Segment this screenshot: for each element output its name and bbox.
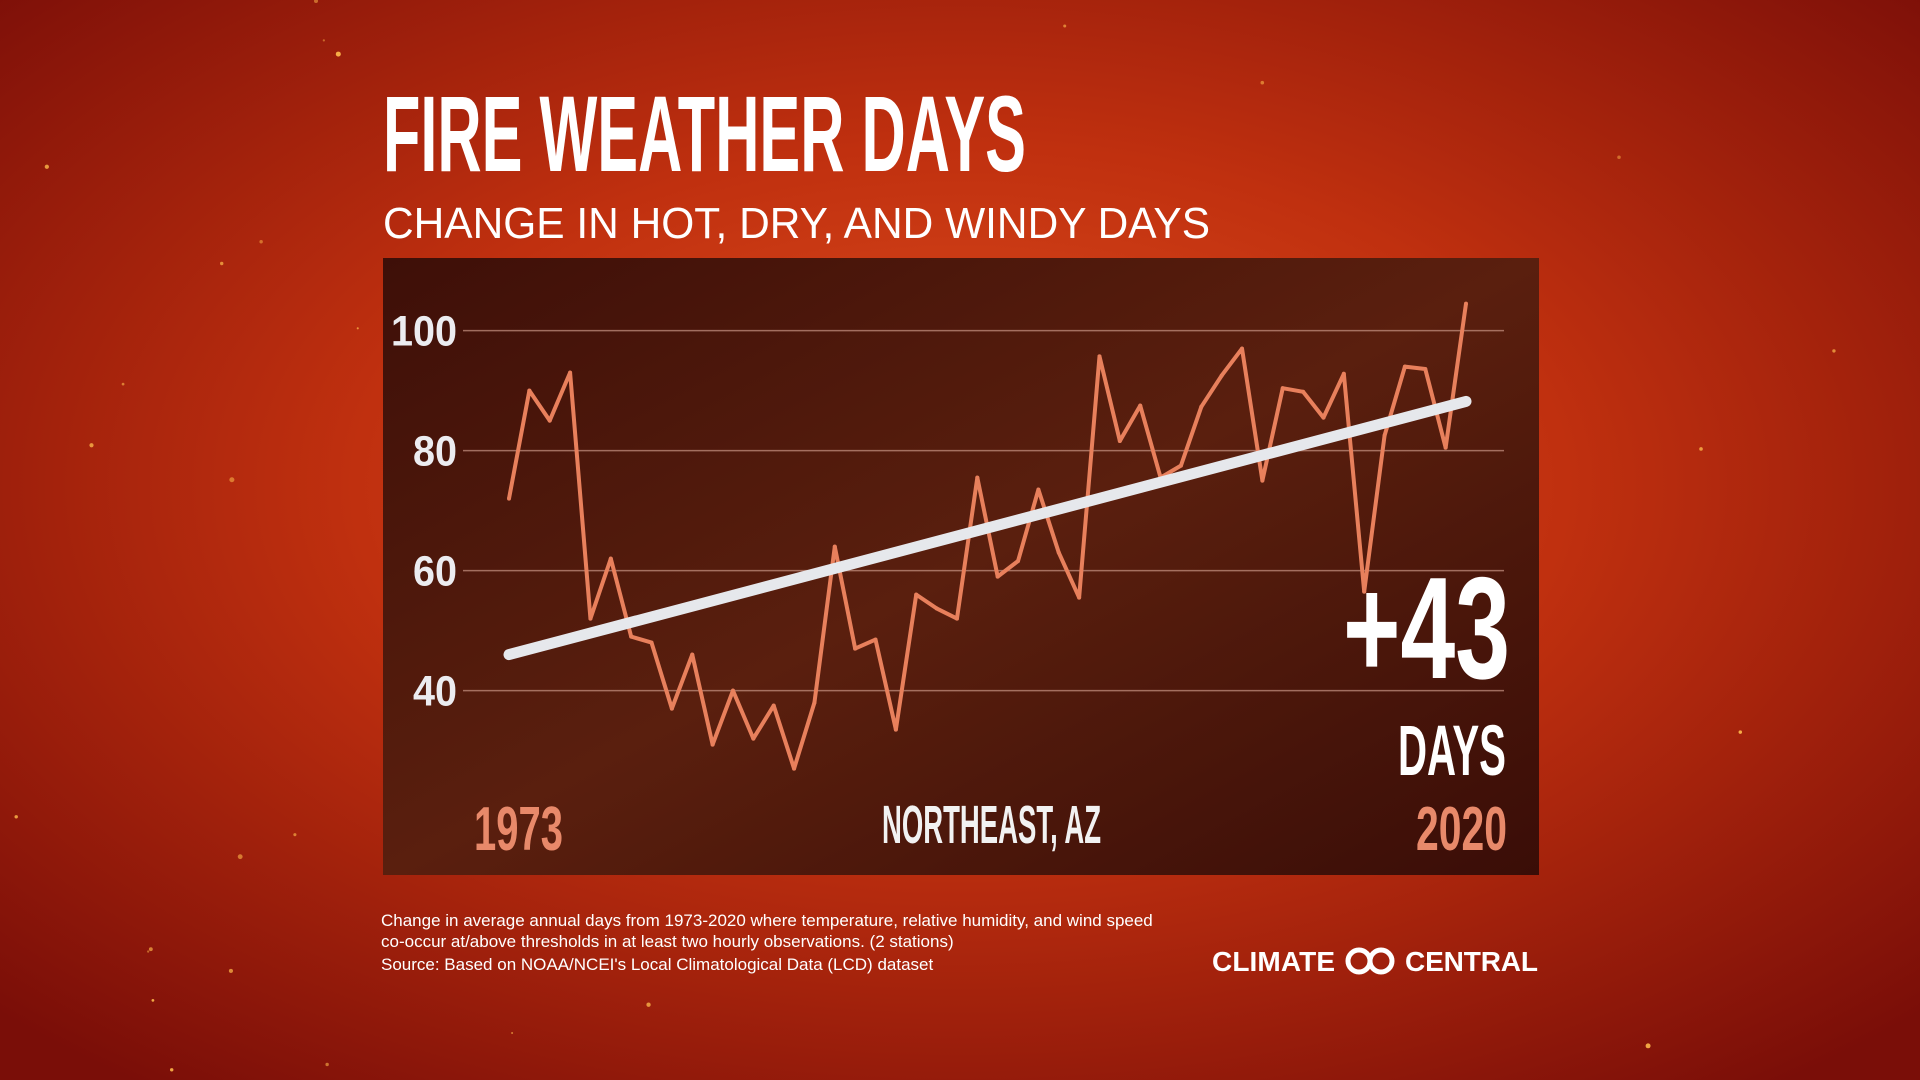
data-point-1996 bbox=[975, 475, 980, 480]
data-point-1978 bbox=[608, 556, 613, 561]
spark bbox=[228, 968, 233, 973]
spark bbox=[646, 1002, 651, 1007]
logo-text-right: CENTRAL bbox=[1405, 946, 1538, 977]
logo-text-left: CLIMATE bbox=[1212, 946, 1335, 977]
x-start-label: 1973 bbox=[474, 795, 563, 864]
data-point-1995 bbox=[954, 616, 959, 621]
y-axis-ticks: 100 80 60 40 bbox=[391, 308, 457, 716]
data-point-2016 bbox=[1382, 433, 1387, 438]
data-point-2013 bbox=[1321, 415, 1326, 420]
data-point-2020 bbox=[1464, 301, 1468, 306]
footnote-line2: co-occur at/above thresholds in at least… bbox=[381, 932, 954, 951]
callout-value: +43 bbox=[1343, 547, 1510, 709]
data-point-1984 bbox=[730, 688, 735, 693]
data-point-1988 bbox=[812, 700, 817, 705]
spark bbox=[1063, 24, 1067, 28]
data-point-1987 bbox=[792, 766, 797, 771]
sparks bbox=[14, 0, 1836, 1072]
data-point-1998 bbox=[1016, 559, 1021, 563]
y-tick-label: 80 bbox=[413, 428, 457, 476]
data-point-1997 bbox=[995, 574, 1000, 579]
spark bbox=[89, 443, 94, 448]
data-point-1986 bbox=[771, 703, 776, 708]
data-point-2004 bbox=[1138, 403, 1143, 408]
climate-central-logo: CLIMATE CENTRAL bbox=[1212, 946, 1538, 977]
data-point-1999 bbox=[1036, 487, 1041, 492]
spark bbox=[356, 327, 359, 330]
location-label: NORTHEAST, AZ bbox=[882, 795, 1101, 855]
spark bbox=[1699, 447, 1703, 451]
data-point-2019 bbox=[1443, 445, 1448, 450]
data-point-1993 bbox=[914, 592, 919, 597]
y-tick-label: 100 bbox=[391, 308, 457, 356]
data-point-2008 bbox=[1219, 373, 1224, 378]
gridlines bbox=[463, 329, 1504, 692]
trend-line bbox=[503, 395, 1472, 661]
data-point-2017 bbox=[1402, 364, 1407, 369]
spark bbox=[121, 382, 125, 386]
spark bbox=[14, 815, 18, 819]
chart-panel bbox=[383, 258, 1539, 875]
data-point-2014 bbox=[1341, 371, 1346, 376]
data-point-1985 bbox=[751, 736, 756, 741]
data-point-2009 bbox=[1240, 346, 1245, 351]
data-point-1977 bbox=[588, 616, 593, 621]
infinity-rings-icon bbox=[1345, 947, 1395, 975]
spark bbox=[322, 39, 325, 42]
data-point-2011 bbox=[1280, 386, 1285, 391]
page-title: FIRE WEATHER DAYS bbox=[383, 73, 1026, 194]
spark bbox=[169, 1068, 174, 1072]
data-point-2018 bbox=[1423, 367, 1428, 371]
spark bbox=[237, 854, 243, 860]
spark bbox=[1738, 730, 1743, 734]
y-tick-label: 40 bbox=[413, 668, 457, 716]
spark bbox=[511, 1031, 514, 1034]
data-point-2012 bbox=[1301, 389, 1306, 394]
data-point-1975 bbox=[547, 418, 552, 423]
data-point-2002 bbox=[1097, 354, 1102, 359]
spark bbox=[151, 998, 155, 1002]
data-point-1992 bbox=[893, 727, 898, 732]
y-tick-label: 60 bbox=[413, 548, 457, 596]
spark bbox=[229, 477, 235, 483]
data-point-1991 bbox=[873, 637, 878, 642]
source-note: Source: Based on NOAA/NCEI's Local Clima… bbox=[381, 955, 933, 974]
spark bbox=[259, 240, 263, 244]
data-point-1981 bbox=[669, 706, 674, 711]
data-point-2000 bbox=[1056, 550, 1061, 555]
spark bbox=[314, 0, 318, 3]
data-point-1983 bbox=[710, 742, 715, 747]
spark bbox=[335, 51, 341, 57]
spark bbox=[44, 164, 49, 169]
data-point-1973 bbox=[507, 496, 511, 501]
data-point-1990 bbox=[853, 646, 858, 651]
subtitle: CHANGE IN HOT, DRY, AND WINDY DAYS bbox=[383, 199, 1210, 248]
data-point-1974 bbox=[527, 388, 532, 393]
data-point-1979 bbox=[629, 634, 634, 639]
spark bbox=[148, 947, 153, 952]
footnote-line1: Change in average annual days from 1973-… bbox=[381, 911, 1153, 930]
data-point-2001 bbox=[1077, 595, 1082, 600]
spark bbox=[1645, 1043, 1651, 1049]
data-point-2007 bbox=[1199, 404, 1204, 409]
data-point-2010 bbox=[1260, 478, 1265, 483]
callout-unit: DAYS bbox=[1398, 712, 1506, 791]
data-point-1976 bbox=[568, 370, 573, 375]
spark bbox=[325, 1062, 329, 1067]
spark bbox=[220, 261, 224, 266]
spark bbox=[1260, 80, 1265, 85]
data-point-2015 bbox=[1362, 589, 1367, 594]
spark bbox=[147, 950, 150, 953]
data-point-1982 bbox=[690, 652, 695, 657]
data-point-1980 bbox=[649, 640, 654, 645]
x-end-label: 2020 bbox=[1416, 795, 1507, 864]
data-point-1994 bbox=[934, 606, 939, 611]
spark bbox=[1832, 349, 1836, 353]
data-point-2006 bbox=[1178, 463, 1183, 468]
spark bbox=[293, 833, 297, 837]
data-point-1989 bbox=[832, 544, 837, 549]
spark bbox=[1617, 155, 1621, 160]
data-point-2003 bbox=[1117, 439, 1122, 443]
